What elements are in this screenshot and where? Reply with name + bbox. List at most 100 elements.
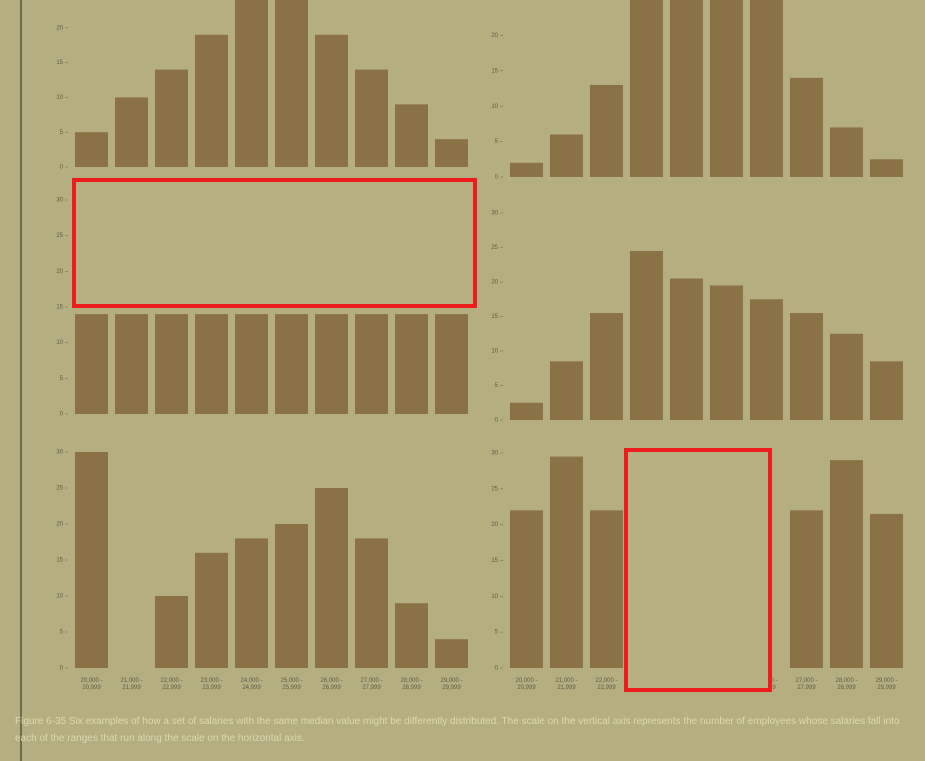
bar	[355, 314, 388, 414]
x-tick-label: 24,000 - 24,999	[233, 678, 271, 692]
y-tick-label: 20	[491, 33, 498, 39]
y-tick-label: 10	[56, 95, 63, 101]
plot	[75, 314, 468, 414]
bar	[710, 0, 743, 177]
bar	[395, 314, 428, 414]
y-tick-label: 10	[56, 594, 63, 600]
bar	[75, 132, 108, 167]
bar	[275, 0, 308, 167]
bar	[830, 460, 863, 668]
y-tick-label: 0	[495, 175, 499, 181]
plot	[75, 452, 468, 668]
bar	[590, 313, 623, 420]
y-tick-label: 0	[495, 418, 499, 424]
y-tick-label: 15	[56, 558, 63, 564]
y-tick-label: 30	[491, 451, 498, 457]
plot	[75, 0, 468, 167]
y-tick-label: 5	[495, 630, 499, 636]
bar	[630, 251, 663, 420]
bar	[315, 314, 348, 414]
x-tick-label: 29,000 - 29,999	[433, 678, 471, 692]
y-tick-label: 15	[56, 305, 63, 311]
x-tick-label: 21,000 - 21,999	[113, 678, 151, 692]
bar	[75, 452, 108, 668]
y-tick-label: 0	[60, 666, 64, 672]
y-tick-label: 0	[495, 666, 499, 672]
y-tick-label: 25	[56, 486, 63, 492]
x-tick-label: 22,000 - 22,999	[588, 678, 626, 692]
bar	[195, 35, 228, 167]
y-tick-label: 5	[60, 630, 64, 636]
bar	[550, 361, 583, 420]
y-tick-label: 10	[491, 349, 498, 355]
bar	[510, 163, 543, 177]
y-tick-label: 5	[495, 383, 499, 389]
y-tick-label: 30	[56, 198, 63, 204]
x-tick-label: 29,000 - 29,999	[868, 678, 906, 692]
bar	[630, 0, 663, 177]
x-tick-label: 20,000 - 20,999	[508, 678, 546, 692]
y-tick-label: 5	[60, 130, 64, 136]
bar	[275, 524, 308, 668]
bar	[830, 334, 863, 420]
redaction-box	[72, 178, 477, 308]
y-tick-label: 10	[56, 340, 63, 346]
y-tick-label: 30	[56, 450, 63, 456]
bar	[670, 279, 703, 420]
bar	[115, 314, 148, 414]
bar	[870, 514, 903, 668]
bar	[75, 314, 108, 414]
y-tick-label: 0	[60, 165, 64, 171]
y-tick-label: 20	[491, 522, 498, 528]
bar	[550, 135, 583, 177]
x-tick-label: 27,000 - 27,999	[353, 678, 391, 692]
bar	[235, 314, 268, 414]
y-tick-label: 20	[56, 269, 63, 275]
y-tick-label: 0	[60, 412, 64, 418]
plot	[510, 251, 903, 420]
bar	[395, 603, 428, 668]
y-tick-label: 5	[495, 139, 499, 145]
y-tick-label: 10	[491, 104, 498, 110]
y-tick-label: 25	[491, 486, 498, 492]
bar	[510, 403, 543, 420]
y-tick-label: 30	[491, 211, 498, 217]
bar	[435, 639, 468, 668]
bar	[790, 510, 823, 668]
bar	[870, 159, 903, 177]
bar	[750, 299, 783, 420]
bar	[355, 70, 388, 167]
bar	[155, 70, 188, 167]
y-tick-label: 25	[491, 245, 498, 251]
x-tick-label: 20,000 - 20,999	[73, 678, 111, 692]
y-tick-label: 20	[491, 280, 498, 286]
plot	[510, 0, 903, 177]
bar	[115, 97, 148, 167]
bar	[195, 553, 228, 668]
bar	[510, 510, 543, 668]
bar	[315, 488, 348, 668]
y-tick-label: 15	[56, 60, 63, 66]
bar	[790, 313, 823, 420]
charts: 0 5 10 15 20 0 5 10 15 20 0 5 10 15 20 25 30 0 5 10 15 20 25 30…	[0, 0, 925, 761]
x-tick-label: 21,000 - 21,999	[548, 678, 586, 692]
y-tick-label: 15	[491, 558, 498, 564]
x-tick-label: 22,000 - 22,999	[153, 678, 191, 692]
bar	[235, 538, 268, 668]
x-tick-label: 25,000 - 25,999	[273, 678, 311, 692]
bar	[235, 0, 268, 167]
x-tick-label: 28,000 - 28,999	[393, 678, 431, 692]
bar	[195, 314, 228, 414]
bar	[790, 78, 823, 177]
x-tick-label: 27,000 - 27,999	[788, 678, 826, 692]
y-tick-label: 10	[491, 594, 498, 600]
x-tick-label: 26,000 - 26,999	[313, 678, 351, 692]
y-tick-label: 20	[56, 25, 63, 31]
bar	[315, 35, 348, 167]
bar	[750, 0, 783, 177]
bar	[435, 314, 468, 414]
bar	[870, 361, 903, 420]
bar	[550, 457, 583, 668]
y-tick-label: 15	[491, 314, 498, 320]
y-tick-label: 20	[56, 522, 63, 528]
